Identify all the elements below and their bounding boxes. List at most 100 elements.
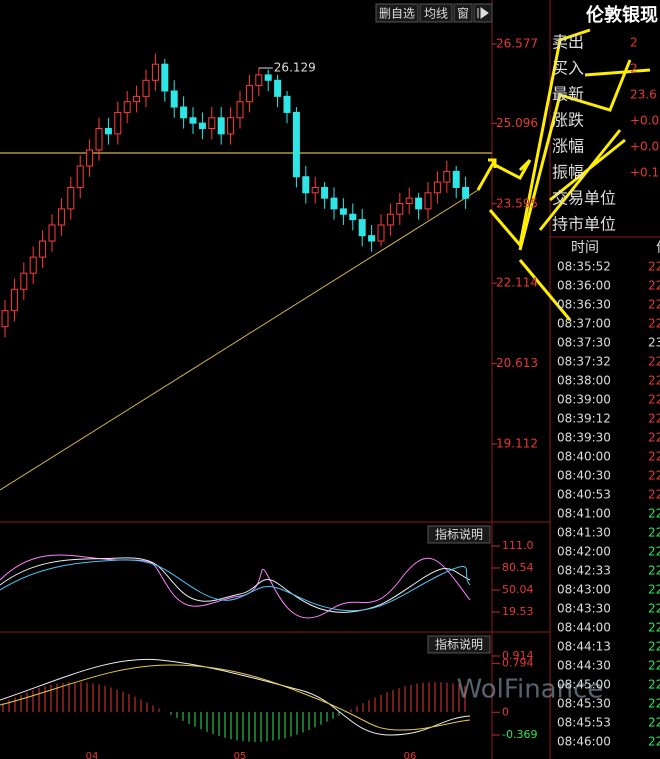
y-tick-label: 26.577 — [496, 37, 538, 51]
tick-time: 08:37:30 — [557, 336, 611, 350]
tick-price: 22 — [648, 621, 660, 635]
candle-body — [95, 128, 103, 151]
tick-time: 08:45:53 — [557, 716, 611, 730]
tick-time: 08:40:00 — [557, 450, 611, 464]
candle-body — [217, 117, 225, 135]
candle-body — [274, 79, 282, 97]
candle-body — [283, 95, 291, 113]
candle-body — [236, 101, 244, 119]
tick-price: 22 — [648, 279, 660, 293]
tick-time: 08:39:00 — [557, 393, 611, 407]
trend-line — [0, 189, 479, 491]
tick-price: 22 — [648, 393, 660, 407]
candle-body — [386, 213, 394, 226]
quote-label: 涨幅 — [552, 137, 584, 156]
table-header: 价 — [656, 240, 660, 256]
tick-price: 22 — [648, 716, 660, 730]
y-tick-label: 111.0 — [502, 539, 534, 552]
button[interactable] — [453, 3, 473, 23]
candle-body — [57, 208, 65, 226]
tick-price: 22 — [648, 260, 660, 274]
candle-body — [67, 186, 75, 210]
candle-body — [443, 170, 451, 183]
tick-time: 08:42:00 — [557, 545, 611, 559]
button[interactable] — [375, 3, 419, 23]
candle-body — [29, 256, 37, 274]
indicator-button-label: 指标说明 — [435, 637, 483, 652]
candle-body — [161, 63, 169, 92]
candle-body — [339, 208, 347, 215]
candle-body — [349, 213, 357, 221]
indicator-button[interactable] — [427, 525, 491, 544]
quote-label: 振幅 — [552, 163, 584, 182]
tick-time: 08:45:00 — [557, 678, 611, 692]
candles — [1, 53, 470, 338]
watermark: WolFinance — [457, 675, 604, 705]
tick-price: 22 — [648, 431, 660, 445]
quote-value: +0.1 — [630, 166, 659, 180]
tick-price: 22 — [648, 678, 660, 692]
tick-price: 22 — [648, 640, 660, 654]
arrows — [476, 28, 651, 321]
quote-label: 交易单位 — [552, 189, 616, 208]
quote-label: 持市单位 — [552, 215, 616, 234]
candle-body — [104, 128, 112, 135]
kdj-line — [0, 557, 471, 613]
tick-price: 22 — [648, 374, 660, 388]
x-label: 05 — [234, 751, 247, 759]
y-tick-label: -0.369 — [502, 728, 537, 741]
tick-time: 08:43:00 — [557, 583, 611, 597]
y-tick-label: 0 — [502, 705, 509, 718]
kdj-line — [0, 559, 471, 612]
play-icon — [477, 7, 489, 19]
tick-time: 08:40:53 — [557, 488, 611, 502]
tick-time: 08:38:00 — [557, 374, 611, 388]
candle-body — [48, 224, 56, 242]
candle-body — [20, 272, 28, 290]
quote-panel: 卖出 2 买入 2 最新 23.6 涨跌 +0.0 涨幅 +0.0 振幅 +0.1 交易单位持市单位时间… — [552, 33, 660, 749]
y-tick-label: 19.53 — [502, 605, 534, 618]
arrow — [518, 259, 572, 321]
candle-body — [377, 224, 385, 242]
candle-body — [76, 165, 84, 188]
tick-price: 22 — [648, 412, 660, 426]
tick-time: 08:39:30 — [557, 431, 611, 445]
candle-body — [86, 149, 94, 167]
tick-time: 08:44:30 — [557, 659, 611, 673]
candle-body — [208, 117, 216, 130]
candle-body — [311, 186, 319, 194]
candle-body — [245, 85, 253, 103]
candle-body — [452, 170, 460, 188]
arrow — [538, 68, 651, 231]
quote-label: 涨跌 — [552, 111, 584, 130]
candle-body — [396, 203, 404, 215]
candle-body — [180, 106, 188, 119]
candle-body — [330, 197, 338, 210]
macd-histogram — [2, 682, 466, 742]
tick-time: 08:44:13 — [557, 640, 611, 654]
tick-price: 22 — [648, 526, 660, 540]
candle-body — [462, 186, 470, 199]
tick-time: 08:37:32 — [557, 355, 611, 369]
indicator-button[interactable] — [427, 635, 491, 654]
candle-body — [142, 79, 150, 97]
tick-price: 22 — [648, 507, 660, 521]
candle-body — [424, 192, 432, 210]
y-tick-label: 50.04 — [502, 583, 534, 596]
tick-time: 08:37:00 — [557, 317, 611, 331]
indicator-button-label: 指标说明 — [435, 527, 483, 542]
tick-time: 08:36:30 — [557, 298, 611, 312]
tick-time: 08:39:12 — [557, 412, 611, 426]
candle-body — [198, 122, 206, 130]
tick-time: 08:43:30 — [557, 602, 611, 616]
tick-price: 22 — [648, 469, 660, 483]
tick-price: 22 — [648, 697, 660, 711]
candle-body — [368, 235, 376, 242]
tick-price: 22 — [648, 659, 660, 673]
tick-time: 08:41:30 — [557, 526, 611, 540]
candle-body — [170, 90, 178, 108]
button[interactable] — [419, 3, 453, 23]
tick-time: 08:41:00 — [557, 507, 611, 521]
